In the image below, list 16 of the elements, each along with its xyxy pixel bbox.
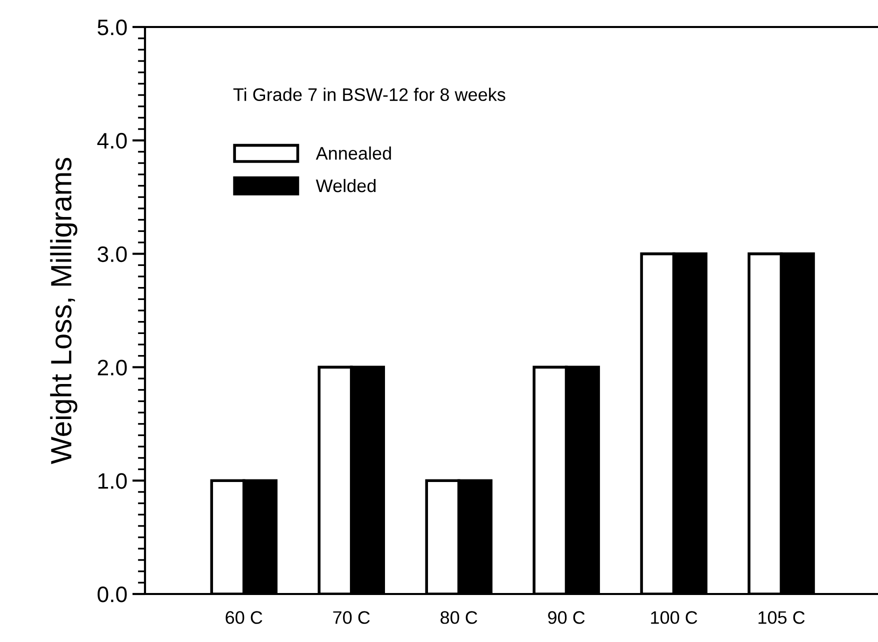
text: Ti Grade 7 in BSW-12 for 8 weeks bbox=[233, 88, 506, 102]
x-tick-label: 60 C bbox=[226, 611, 262, 624]
y-axis-title: Weight Loss, Milligrams bbox=[50, 158, 78, 464]
y-tick-label: 0.0 bbox=[98, 586, 127, 602]
x-tick-label: 100 C bbox=[651, 611, 698, 624]
legend-label: Annealed bbox=[316, 146, 391, 160]
x-tick-label: 70 C bbox=[333, 611, 370, 624]
y-tick-label: 4.0 bbox=[97, 132, 127, 149]
x-tick-label: 90 C bbox=[548, 611, 585, 624]
x-tick-label: 80 C bbox=[440, 611, 478, 624]
legend-label: Welded bbox=[316, 178, 376, 192]
y-tick-label: 5.0 bbox=[98, 20, 127, 36]
y-tick-label: 3.0 bbox=[98, 246, 127, 262]
x-tick-label: 105 C bbox=[758, 611, 805, 624]
y-tick-label: 2.0 bbox=[98, 360, 127, 376]
y-tick-label: 1.0 bbox=[98, 473, 127, 489]
